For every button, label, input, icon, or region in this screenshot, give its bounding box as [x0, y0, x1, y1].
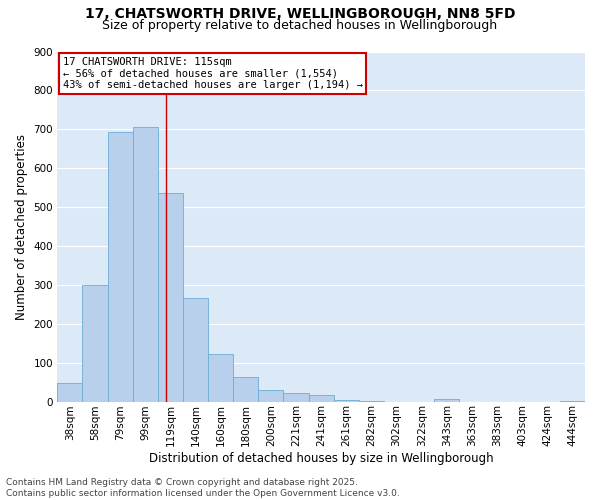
Text: Size of property relative to detached houses in Wellingborough: Size of property relative to detached ho… — [103, 19, 497, 32]
Bar — [434, 399, 460, 402]
Bar — [259, 390, 283, 402]
Text: Contains HM Land Registry data © Crown copyright and database right 2025.
Contai: Contains HM Land Registry data © Crown c… — [6, 478, 400, 498]
Bar — [560, 401, 585, 402]
Bar — [208, 354, 233, 402]
Bar — [158, 192, 183, 402]
Y-axis label: Number of detached properties: Number of detached properties — [15, 134, 28, 320]
Bar — [133, 126, 158, 402]
Bar — [308, 394, 334, 402]
Text: 17, CHATSWORTH DRIVE, WELLINGBOROUGH, NN8 5FD: 17, CHATSWORTH DRIVE, WELLINGBOROUGH, NN… — [85, 8, 515, 22]
Bar — [183, 298, 208, 402]
Bar — [334, 400, 359, 402]
X-axis label: Distribution of detached houses by size in Wellingborough: Distribution of detached houses by size … — [149, 452, 493, 465]
Bar — [82, 285, 107, 402]
Bar — [283, 393, 308, 402]
Bar — [58, 383, 82, 402]
Bar — [107, 132, 133, 402]
Text: 17 CHATSWORTH DRIVE: 115sqm
← 56% of detached houses are smaller (1,554)
43% of : 17 CHATSWORTH DRIVE: 115sqm ← 56% of det… — [62, 57, 362, 90]
Bar — [233, 378, 259, 402]
Bar — [359, 401, 384, 402]
